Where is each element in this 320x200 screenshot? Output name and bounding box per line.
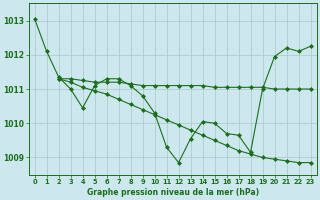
X-axis label: Graphe pression niveau de la mer (hPa): Graphe pression niveau de la mer (hPa)	[86, 188, 259, 197]
